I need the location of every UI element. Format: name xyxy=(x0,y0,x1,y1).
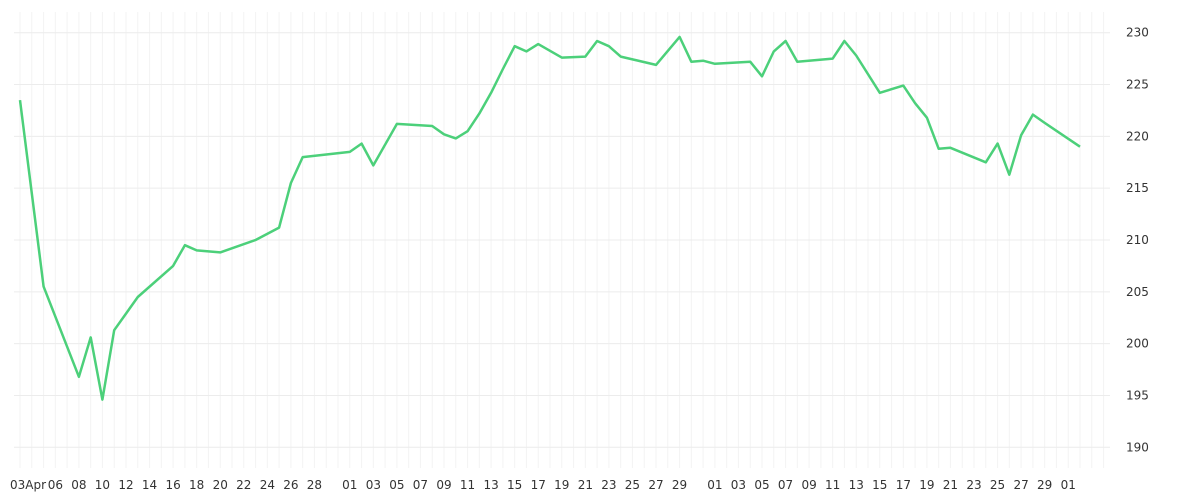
x-tick-label: 01 xyxy=(707,478,722,492)
y-tick-label: 215 xyxy=(1126,181,1149,195)
x-tick-label: 14 xyxy=(142,478,157,492)
x-tick-label: 09 xyxy=(436,478,451,492)
series-layer xyxy=(18,35,1081,401)
x-tick-label: 03 xyxy=(366,478,381,492)
x-tick-label: 15 xyxy=(507,478,522,492)
series-line xyxy=(18,35,1081,401)
y-tick-label: 225 xyxy=(1126,78,1149,92)
x-tick-label: 27 xyxy=(1013,478,1028,492)
x-tick-label: 11 xyxy=(825,478,840,492)
x-tick-label: 06 xyxy=(48,478,63,492)
x-tick-label: 13 xyxy=(483,478,498,492)
x-tick-label: 27 xyxy=(648,478,663,492)
x-tick-label: 20 xyxy=(213,478,228,492)
y-tick-label: 220 xyxy=(1126,129,1149,143)
x-tick-label: 19 xyxy=(554,478,569,492)
x-tick-label: 21 xyxy=(943,478,958,492)
x-tick-label: 23 xyxy=(966,478,981,492)
x-tick-label: 26 xyxy=(283,478,298,492)
x-axis: 03Apr 06 08 10 12 14 16 18 20 22 24 26 28 01 03 05 07 09 1… xyxy=(10,478,1076,492)
x-tick-label: 23 xyxy=(601,478,616,492)
x-tick-label: 15 xyxy=(872,478,887,492)
y-axis: 190 195 200 205 210 215 220 225 230 xyxy=(1126,26,1149,455)
x-tick-label: 05 xyxy=(754,478,769,492)
x-tick-label: 29 xyxy=(1037,478,1052,492)
x-tick-label: 10 xyxy=(95,478,110,492)
x-tick-label: 05 xyxy=(389,478,404,492)
x-tick-label: 07 xyxy=(413,478,428,492)
y-tick-label: 195 xyxy=(1126,388,1149,402)
x-tick-label: 17 xyxy=(531,478,546,492)
x-tick-label: 24 xyxy=(260,478,275,492)
x-tick-label: 09 xyxy=(801,478,816,492)
x-tick-label: 28 xyxy=(307,478,322,492)
grid xyxy=(14,12,1110,468)
y-tick-label: 210 xyxy=(1126,233,1149,247)
y-tick-label: 205 xyxy=(1126,285,1149,299)
x-tick-label: 01 xyxy=(1061,478,1076,492)
y-tick-label: 230 xyxy=(1126,26,1149,40)
x-tick-label: 07 xyxy=(778,478,793,492)
x-tick-label: 13 xyxy=(849,478,864,492)
y-tick-label: 190 xyxy=(1126,440,1149,454)
x-tick-label: 03Apr xyxy=(10,478,46,492)
x-tick-label: 03 xyxy=(731,478,746,492)
x-tick-label: 21 xyxy=(578,478,593,492)
x-tick-label: 29 xyxy=(672,478,687,492)
x-tick-label: 11 xyxy=(460,478,475,492)
x-tick-label: 25 xyxy=(990,478,1005,492)
x-tick-label: 17 xyxy=(896,478,911,492)
x-tick-label: 25 xyxy=(625,478,640,492)
x-tick-label: 12 xyxy=(118,478,133,492)
x-tick-label: 08 xyxy=(71,478,86,492)
y-tick-label: 200 xyxy=(1126,337,1149,351)
x-tick-label: 19 xyxy=(919,478,934,492)
x-tick-label: 01 xyxy=(342,478,357,492)
x-tick-label: 16 xyxy=(165,478,180,492)
x-tick-label: 18 xyxy=(189,478,204,492)
x-tick-label: 22 xyxy=(236,478,251,492)
